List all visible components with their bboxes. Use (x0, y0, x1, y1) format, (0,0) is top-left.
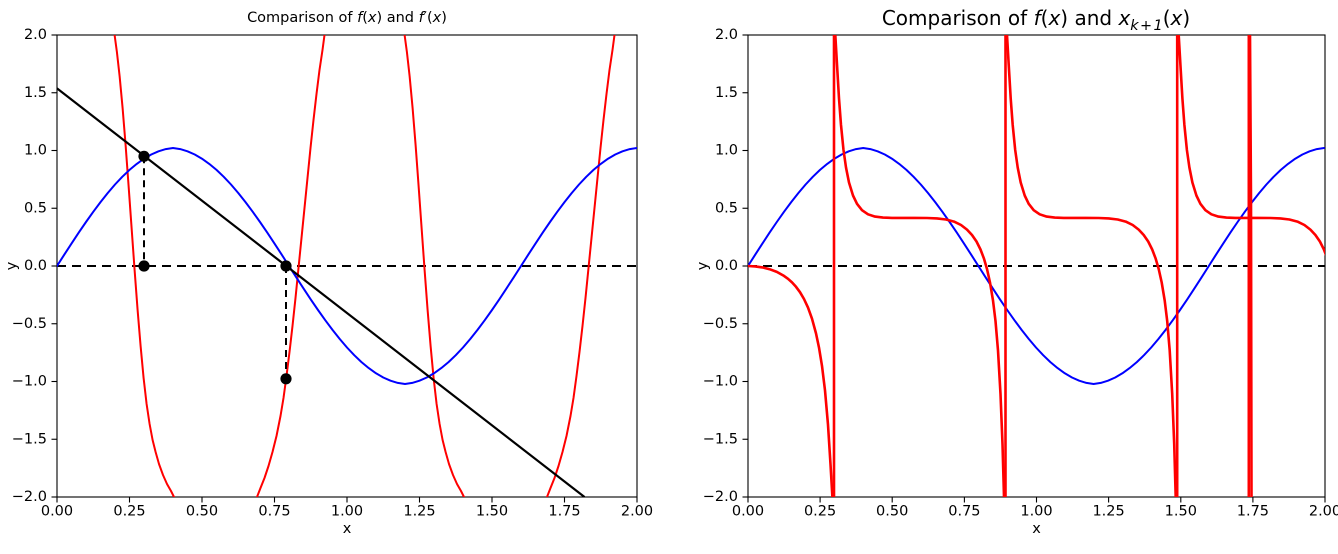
right-xtick-6: 1.50 (1165, 504, 1197, 520)
left-xtick-6: 1.50 (476, 504, 508, 520)
derivative-branch-2 (256, 35, 326, 497)
left-ytick-8: −2.0 (12, 489, 47, 505)
derivative-branch-4 (546, 35, 616, 497)
left-ytick-2: 1.0 (24, 143, 47, 159)
right-xtick-2: 0.50 (876, 504, 908, 520)
marker-point-fxk (138, 150, 150, 162)
right-ytick-3: 0.5 (715, 200, 738, 216)
marker-point-xk1 (280, 260, 292, 272)
newton-branch-0 (748, 264, 834, 497)
subplot-right: Comparison of f(x) and xk + 1(x) (669, 0, 1338, 554)
left-xtick-0: 0.00 (41, 504, 73, 520)
right-ytick-4: 0.0 (715, 258, 738, 274)
right-ytick-2: 1.0 (715, 143, 738, 159)
right-xtick-8: 2.00 (1309, 504, 1338, 520)
newton-branch-3 (1177, 35, 1325, 257)
right-y-axis-label: y (695, 261, 711, 270)
left-plot-svg: Comparison of f(x) and f′(x) (4, 10, 653, 537)
left-xtick-4: 1.00 (331, 504, 363, 520)
left-y-axis: 2.0 1.5 1.0 0.5 0.0 −0.5 −1.0 −1.5 −2.0 (12, 27, 57, 505)
left-y-axis-label: y (4, 261, 20, 270)
newton-branch-1 (834, 35, 1006, 497)
right-ytick-0: 2.0 (715, 27, 738, 43)
right-xtick-0: 0.00 (732, 504, 764, 520)
right-xtick-7: 1.75 (1237, 504, 1269, 520)
right-ytick-8: −2.0 (703, 489, 738, 505)
left-ytick-0: 2.0 (24, 27, 47, 43)
right-xtick-1: 0.25 (804, 504, 836, 520)
left-plot-title: Comparison of f(x) and f′(x) (247, 10, 447, 26)
left-xtick-2: 0.50 (186, 504, 218, 520)
subplot-left: Comparison of f(x) and f′(x) (4, 10, 653, 537)
left-xtick-7: 1.75 (548, 504, 580, 520)
right-xtick-3: 0.75 (948, 504, 980, 520)
left-ytick-3: 0.5 (24, 200, 47, 216)
left-xtick-1: 0.25 (113, 504, 145, 520)
right-x-axis-label: x (1032, 521, 1041, 537)
left-plot-data-area (57, 35, 637, 497)
right-plot-svg: Comparison of f(x) and xk + 1(x) (695, 6, 1338, 537)
right-ytick-6: −1.0 (703, 374, 738, 390)
right-x-axis: 0.00 0.25 0.50 0.75 1.00 1.25 1.50 1.75 … (732, 497, 1338, 520)
right-y-axis: 2.0 1.5 1.0 0.5 0.0 −0.5 −1.0 −1.5 −2.0 (703, 27, 748, 505)
left-x-axis-label: x (343, 521, 352, 537)
right-plot-data-area (748, 35, 1325, 497)
left-xtick-3: 0.75 (258, 504, 290, 520)
derivative-branch-3 (403, 35, 465, 497)
left-x-axis: 0.00 0.25 0.50 0.75 1.00 1.25 1.50 1.75 … (41, 497, 653, 520)
right-xtick-4: 1.00 (1020, 504, 1052, 520)
right-ytick-7: −1.5 (703, 431, 738, 447)
newton-branch-4 (1248, 35, 1253, 497)
right-plot-title: Comparison of f(x) and xk + 1(x) (882, 6, 1190, 34)
newton-branch-2 (1005, 35, 1177, 497)
right-xtick-5: 1.25 (1092, 504, 1124, 520)
marker-point-xk (138, 260, 150, 272)
right-ytick-5: −0.5 (703, 316, 738, 332)
left-xtick-5: 1.25 (403, 504, 435, 520)
left-ytick-5: −0.5 (12, 316, 47, 332)
function-curve-sine (57, 147, 637, 385)
left-xtick-8: 2.00 (621, 504, 653, 520)
left-ytick-7: −1.5 (12, 431, 47, 447)
left-ytick-6: −1.0 (12, 374, 47, 390)
left-ytick-4: 0.0 (24, 258, 47, 274)
derivative-branch-1 (113, 35, 175, 497)
right-ytick-1: 1.5 (715, 85, 738, 101)
marker-point-fxk1 (280, 373, 292, 385)
left-ytick-1: 1.5 (24, 85, 47, 101)
